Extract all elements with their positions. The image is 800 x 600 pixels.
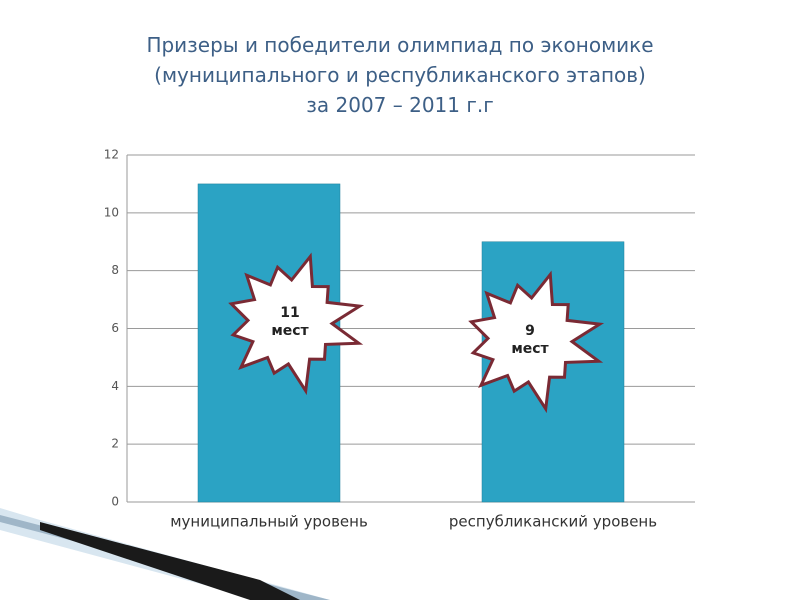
y-tick-label: 4 [111,379,119,393]
y-tick-label: 12 [104,148,119,162]
x-tick-label: муниципальный уровень [170,513,368,531]
starburst [228,252,365,396]
decor [40,522,300,600]
y-tick-label: 6 [111,321,119,335]
data-label: 11 мест [271,305,309,339]
data-label: 9 мест [511,323,549,357]
starburst [468,270,605,414]
x-tick-label: республиканский уровень [449,513,657,531]
y-tick-label: 10 [104,205,119,219]
y-tick-label: 0 [111,495,119,509]
chart-title: Призеры и победители олимпиад по экономи… [146,33,654,117]
y-tick-label: 2 [111,437,119,451]
y-tick-label: 8 [111,263,119,277]
